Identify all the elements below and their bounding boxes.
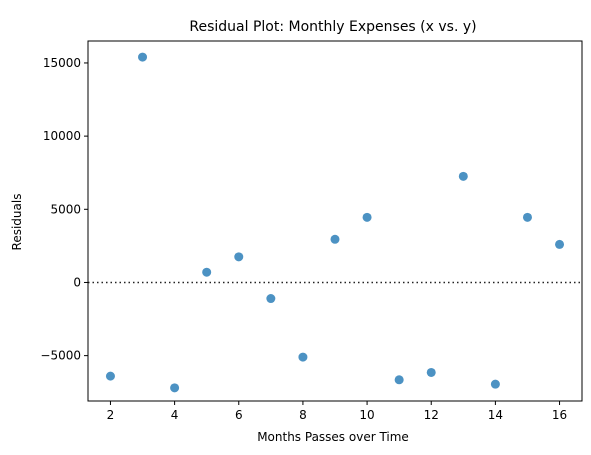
data-point-9: [362, 212, 372, 222]
x-tick-label-16: 16: [552, 408, 567, 422]
data-point-1: [105, 371, 115, 381]
data-point-4: [202, 267, 212, 277]
data-point-2: [138, 52, 148, 62]
chart-title: Residual Plot: Monthly Expenses (x vs. y…: [189, 19, 476, 35]
y-tick-label-3: 10000: [43, 129, 81, 143]
y-tick-label-1: 0: [73, 275, 81, 289]
data-point-15: [555, 239, 565, 249]
y-tick-label-2: 5000: [50, 202, 81, 216]
x-tick-label-10: 10: [359, 408, 374, 422]
plot-area: 2 4 6 8 10 12 14 16 −5000 0 5000 10000 15000: [40, 40, 583, 422]
data-point-3: [170, 383, 180, 393]
x-tick-label-12: 12: [424, 408, 439, 422]
data-point-13: [490, 379, 500, 389]
x-tick-label-4: 4: [171, 408, 179, 422]
y-tick-label-4: 15000: [43, 56, 81, 70]
y-tick-label-0: −5000: [40, 349, 81, 363]
x-tick-label-14: 14: [488, 408, 503, 422]
data-point-14: [522, 212, 532, 222]
data-point-11: [426, 367, 436, 377]
data-point-10: [394, 375, 404, 385]
x-tick-label-6: 6: [235, 408, 243, 422]
data-point-6: [266, 294, 276, 304]
x-tick-label-8: 8: [299, 408, 307, 422]
x-axis-label: Months Passes over Time: [257, 430, 409, 444]
data-point-8: [330, 234, 340, 244]
data-point-5: [234, 252, 244, 262]
y-axis-label: Residuals: [10, 194, 24, 251]
data-point-7: [298, 352, 308, 362]
x-tick-label-2: 2: [107, 408, 115, 422]
axes-frame: [87, 40, 583, 402]
data-point-12: [458, 171, 468, 181]
